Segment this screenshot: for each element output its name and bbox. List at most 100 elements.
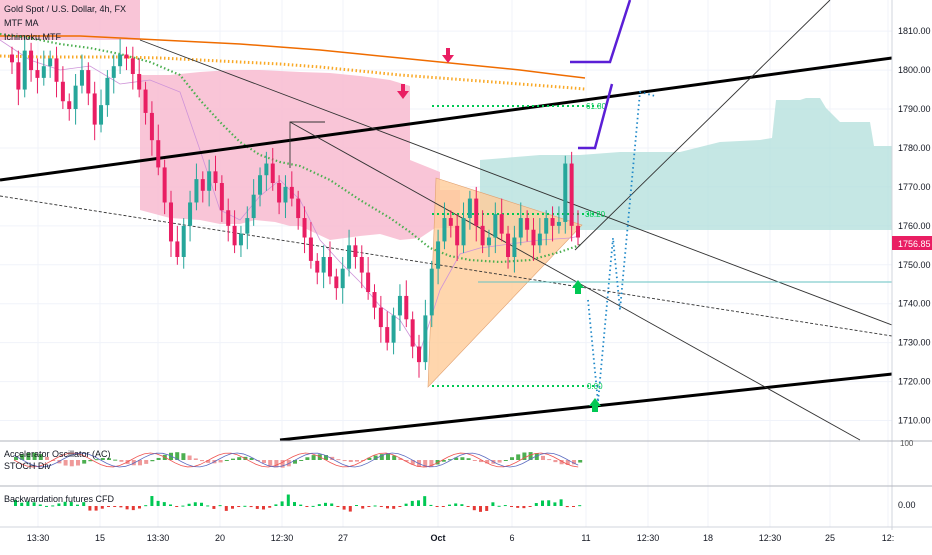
ac-bar (76, 460, 80, 466)
ac-bar (398, 458, 403, 460)
price-tick-label: 1770.00 (898, 182, 931, 192)
candle-body (499, 214, 504, 234)
time-axis[interactable]: 13:30 15 13:30 20 12:30 27 Oct 6 11 12:30 18 12:30 2… (27, 533, 895, 543)
stoch-pane-label: STOCH Div (4, 461, 51, 471)
cfd-bar (367, 506, 371, 507)
candle-body (207, 171, 212, 191)
ac-bar (293, 460, 297, 464)
ac-pane[interactable] (13, 452, 583, 468)
candle-body (105, 77, 110, 106)
cfd-bar (503, 505, 507, 507)
cfd-bar (516, 506, 520, 508)
candle-body (372, 292, 377, 308)
cfd-bar (237, 506, 241, 507)
cfd-bar (522, 506, 526, 509)
time-tick-label: 25 (825, 533, 835, 543)
candles (10, 35, 580, 378)
candle-body (188, 202, 193, 226)
time-tick-label: 13:30 (27, 533, 50, 543)
candle-body (124, 54, 129, 59)
price-scale[interactable]: 1810.00 1800.00 1790.00 1780.00 1770.00 1760.… (898, 26, 931, 425)
candle-body (308, 237, 313, 261)
ac-bar (528, 452, 533, 460)
candle-body (60, 81, 65, 102)
ac-bar (355, 460, 359, 462)
ac-bar (373, 455, 378, 460)
candle-body (569, 163, 574, 226)
cfd-bar (175, 506, 179, 507)
cfd-bar (479, 506, 482, 512)
candle-body (86, 70, 91, 94)
cfd-bar (342, 506, 346, 510)
ac-bar (553, 460, 558, 463)
candle-body (54, 58, 59, 82)
cfd-bar (51, 505, 55, 507)
cfd-bar (305, 506, 309, 507)
candle-body (175, 241, 180, 257)
price-tick-label: 1780.00 (898, 143, 931, 153)
candle-body (143, 89, 148, 113)
cfd-bar (398, 506, 402, 507)
projection-purple-upper (570, 0, 632, 64)
ac-bar (578, 460, 583, 463)
time-tick-label: 12: (882, 533, 895, 543)
candle-body (544, 218, 549, 234)
candle-body (359, 256, 364, 273)
candle-body (181, 225, 186, 257)
cfd-pane[interactable] (14, 494, 582, 512)
fib-levels: 61.80 38.20 0.00 (432, 102, 607, 391)
candle-body (455, 225, 460, 246)
ac-bar (119, 460, 124, 462)
price-scale-background (892, 0, 932, 530)
symbol-legend[interactable]: Gold Spot / U.S. Dollar, 4h, FX (4, 4, 127, 14)
cfd-bar (448, 504, 451, 506)
candle-body (41, 66, 46, 78)
indicator-legend-ichimoku[interactable]: Ichimoku MTF (4, 32, 62, 42)
candle-body (531, 229, 536, 246)
cfd-bar (565, 506, 569, 508)
ac-bar (342, 460, 347, 462)
cfd-bar (94, 506, 98, 511)
ac-bar (14, 457, 18, 460)
ac-bar (429, 460, 434, 467)
cfd-bar (534, 503, 538, 506)
candle-body (99, 105, 104, 125)
ac-bar (156, 457, 161, 460)
ac-bar (268, 460, 273, 466)
candle-body (493, 214, 498, 238)
channel-upper-line (0, 56, 893, 182)
candle-body (296, 198, 301, 219)
cfd-bar (63, 501, 67, 506)
candle-body (168, 202, 173, 242)
cfd-bar (355, 505, 358, 507)
time-tick-label: Oct (430, 533, 445, 543)
candle-body (29, 50, 34, 71)
cfd-bar (26, 501, 30, 506)
indicator-legend-ma[interactable]: MTF MA (4, 18, 39, 28)
ac-bar (572, 460, 576, 465)
ac-bar (107, 458, 111, 460)
ma-yellow-line (0, 54, 586, 91)
cfd-bar (206, 505, 210, 507)
stoch-line-blue (13, 452, 579, 468)
candle-body (366, 272, 371, 293)
projection-purple-path (578, 83, 614, 150)
candle-body (467, 198, 472, 219)
candle-body (327, 256, 332, 277)
ac-bar (88, 460, 93, 462)
descending-line-1 (139, 39, 893, 326)
cfd-bar (82, 502, 86, 506)
cfd-bar (293, 502, 296, 506)
ac-bar (237, 457, 242, 460)
ac-bar (206, 460, 211, 463)
cfd-bar (454, 503, 458, 506)
cfd-bar (429, 504, 433, 506)
candle-body (48, 58, 53, 67)
cfd-bar (528, 506, 532, 507)
candle-body (194, 179, 199, 203)
time-tick-label: 27 (338, 533, 348, 543)
candle-body (512, 237, 517, 257)
candle-body (429, 268, 434, 316)
